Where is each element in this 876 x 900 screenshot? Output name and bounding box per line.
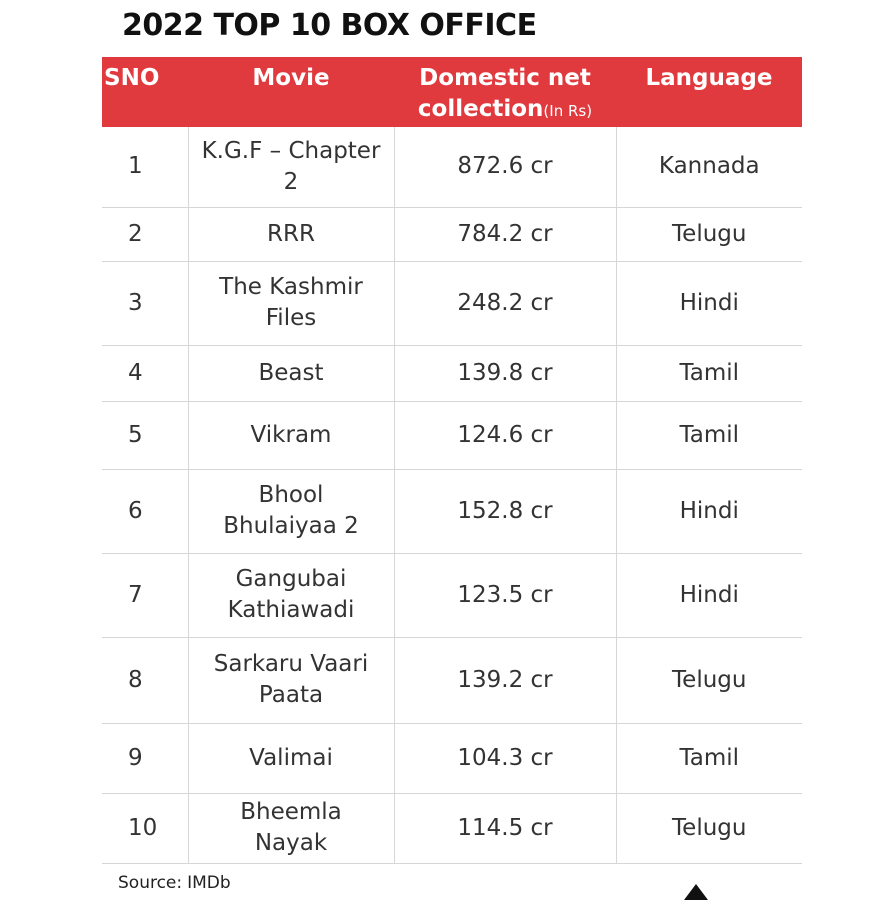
table-row: 1 K.G.F – Chapter 2 872.6 cr Kannada [102,127,802,208]
cell-movie: Bheemla Nayak [187,793,394,864]
cell-language: Telugu [615,637,802,724]
cell-sno: 1 [102,127,188,208]
table-row: 3 The Kashmir Files 248.2 cr Hindi [102,261,802,346]
cell-collection: 872.6 cr [393,127,616,208]
cell-language: Kannada [615,127,802,208]
header-domestic-unit: (In Rs) [543,102,593,120]
header-sno: SNO [102,57,188,127]
cell-movie: Beast [187,345,394,402]
cell-sno: 3 [102,261,188,346]
cell-language: Hindi [615,553,802,638]
cell-movie: K.G.F – Chapter 2 [187,127,394,208]
table-header: SNO Movie Domestic net collection(In Rs)… [102,57,802,127]
cell-sno: 9 [102,723,188,794]
header-domestic-label: Domestic net collection [417,65,591,122]
cell-sno: 8 [102,637,188,724]
cell-sno: 4 [102,345,188,402]
cell-collection: 152.8 cr [393,469,616,554]
cell-sno: 5 [102,401,188,470]
table-row: 5 Vikram 124.6 cr Tamil [102,401,802,470]
cell-collection: 139.2 cr [393,637,616,724]
cell-language: Tamil [615,345,802,402]
source-note: Source: IMDb [118,873,231,893]
cell-movie: Vikram [187,401,394,470]
cell-sno: 2 [102,207,188,262]
table-row: 10 Bheemla Nayak 114.5 cr Telugu [102,793,802,864]
header-domestic: Domestic net collection(In Rs) [394,57,616,127]
cell-movie: RRR [187,207,394,262]
source-value: IMDb [187,873,231,893]
table-body: 1 K.G.F – Chapter 2 872.6 cr Kannada 2 RRR 784… [102,127,802,864]
cell-collection: 123.5 cr [393,553,616,638]
table-row: 2 RRR 784.2 cr Telugu [102,207,802,262]
box-office-table-container: SNO Movie Domestic net collection(In Rs)… [102,57,802,864]
cell-language: Tamil [615,723,802,794]
table-row: 7 Gangubai Kathiawadi 123.5 cr Hindi [102,553,802,638]
cell-collection: 114.5 cr [393,793,616,864]
source-label: Source: [118,873,183,893]
cell-language: Hindi [615,261,802,346]
header-language: Language [616,57,802,127]
cell-collection: 248.2 cr [393,261,616,346]
cell-sno: 7 [102,553,188,638]
table-row: 6 Bhool Bhulaiyaa 2 152.8 cr Hindi [102,469,802,554]
table-row: 4 Beast 139.8 cr Tamil [102,345,802,402]
cell-language: Telugu [615,207,802,262]
cell-collection: 139.8 cr [393,345,616,402]
cell-movie: Valimai [187,723,394,794]
cell-sno: 6 [102,469,188,554]
cell-collection: 124.6 cr [393,401,616,470]
cell-collection: 104.3 cr [393,723,616,794]
table-row: 8 Sarkaru Vaari Paata 139.2 cr Telugu [102,637,802,724]
table-row: 9 Valimai 104.3 cr Tamil [102,723,802,794]
cell-movie: Gangubai Kathiawadi [187,553,394,638]
cell-language: Tamil [615,401,802,470]
cell-language: Hindi [615,469,802,554]
arrow-icon [684,884,708,900]
cell-language: Telugu [615,793,802,864]
page-title: 2022 TOP 10 BOX OFFICE [122,8,537,43]
cell-collection: 784.2 cr [393,207,616,262]
cell-movie: The Kashmir Files [187,261,394,346]
box-office-table: SNO Movie Domestic net collection(In Rs)… [102,57,802,864]
header-movie: Movie [188,57,394,127]
cell-sno: 10 [102,793,188,864]
cell-movie: Sarkaru Vaari Paata [187,637,394,724]
header-row: SNO Movie Domestic net collection(In Rs)… [102,57,802,127]
cell-movie: Bhool Bhulaiyaa 2 [187,469,394,554]
